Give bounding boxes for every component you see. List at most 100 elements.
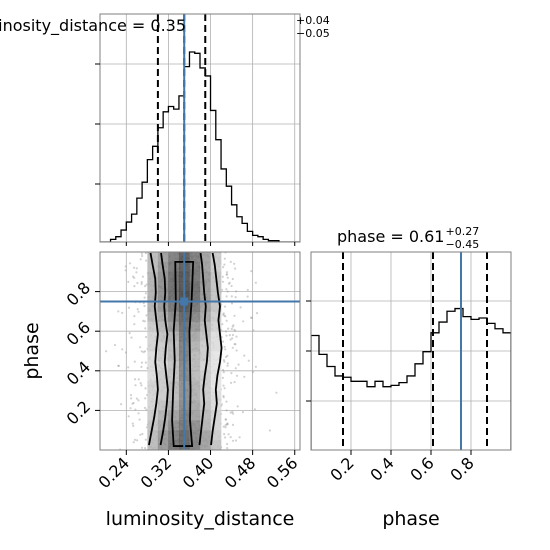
density-cell xyxy=(210,440,222,450)
density-cell xyxy=(147,252,159,263)
density-cell xyxy=(168,420,180,431)
density-cell xyxy=(210,311,222,322)
scatter-point xyxy=(230,381,233,384)
phase-xtick-label-2: 0.6 xyxy=(406,453,437,484)
density-cell xyxy=(157,410,169,421)
density-cell xyxy=(168,252,180,263)
scatter-point xyxy=(254,281,257,284)
density-cell xyxy=(189,430,201,441)
scatter-point xyxy=(226,354,229,357)
scatter-point xyxy=(230,295,233,298)
density-cell xyxy=(200,440,211,450)
scatter-point xyxy=(226,422,229,425)
scatter-point xyxy=(143,304,146,308)
density-cell xyxy=(189,321,201,332)
scatter-point xyxy=(231,337,234,340)
scatter-point xyxy=(231,277,234,281)
joint-xtick-label-3: 0.48 xyxy=(221,453,260,492)
scatter-point xyxy=(144,292,147,295)
scatter-point xyxy=(141,432,144,436)
scatter-point xyxy=(234,267,237,270)
scatter-point xyxy=(140,281,143,284)
density-cell xyxy=(157,321,169,332)
scatter-point xyxy=(135,267,138,270)
scatter-point xyxy=(128,332,131,335)
density-cell xyxy=(168,291,180,302)
density-cell xyxy=(147,380,159,391)
scatter-point xyxy=(224,418,227,421)
density-cell xyxy=(189,390,201,401)
scatter-point xyxy=(124,269,127,272)
scatter-point xyxy=(133,285,136,288)
scatter-point xyxy=(131,402,134,405)
scatter-point xyxy=(254,365,257,368)
scatter-point xyxy=(222,396,225,399)
density-cell xyxy=(157,400,169,411)
scatter-point xyxy=(229,436,232,439)
scatter-point xyxy=(229,260,232,263)
scatter-point xyxy=(138,418,141,421)
scatter-point xyxy=(234,329,237,332)
scatter-point xyxy=(224,330,228,333)
scatter-point xyxy=(227,282,231,285)
phase-xlabel: phase xyxy=(382,508,439,530)
joint-truth-marker xyxy=(180,297,189,306)
scatter-point xyxy=(143,350,147,353)
scatter-point xyxy=(223,360,226,363)
scatter-point xyxy=(226,364,229,367)
scatter-point xyxy=(222,359,225,362)
scatter-point xyxy=(127,280,130,283)
scatter-point xyxy=(144,327,147,330)
scatter-point xyxy=(231,346,234,349)
scatter-point xyxy=(226,442,229,446)
scatter-point xyxy=(222,312,225,315)
scatter-point xyxy=(144,438,147,441)
density-cell xyxy=(200,390,211,401)
scatter-point xyxy=(224,424,227,427)
scatter-point xyxy=(231,439,235,442)
joint-ytick-label-2: 0.6 xyxy=(63,318,94,349)
joint-frame xyxy=(99,251,301,451)
density-cell xyxy=(210,370,222,381)
scatter-point xyxy=(231,325,234,328)
density-cell xyxy=(147,370,159,381)
density-cell xyxy=(147,360,159,372)
scatter-point xyxy=(223,257,226,260)
contour-line-2 xyxy=(198,252,209,446)
scatter-point xyxy=(144,447,147,450)
density-cell xyxy=(157,351,169,362)
density-cell xyxy=(147,400,159,411)
scatter-point xyxy=(251,370,255,374)
joint-ytick-label-0: 0.2 xyxy=(63,397,94,428)
density-cell xyxy=(189,331,201,342)
density-cell xyxy=(189,351,201,362)
scatter-point xyxy=(133,438,137,441)
joint-ytick-label-1: 0.4 xyxy=(63,357,94,388)
scatter-point xyxy=(143,406,147,409)
scatter-point xyxy=(145,335,148,339)
scatter-point xyxy=(249,316,253,319)
joint-xtick-label-0: 0.24 xyxy=(95,453,134,492)
scatter-point xyxy=(134,408,137,411)
scatter-point xyxy=(139,433,142,436)
scatter-point xyxy=(142,351,145,354)
scatter-point xyxy=(136,439,139,442)
scatter-point xyxy=(226,423,229,426)
scatter-point xyxy=(136,308,139,311)
scatter-point xyxy=(140,361,143,364)
scatter-point xyxy=(239,306,242,309)
density-cell xyxy=(157,271,169,282)
scatter-point xyxy=(221,280,225,283)
scatter-point xyxy=(145,314,148,317)
density-cell xyxy=(157,331,169,342)
scatter-point xyxy=(224,315,227,318)
lumdist-hist-frame xyxy=(99,13,301,243)
density-cell xyxy=(200,261,211,273)
density-cell xyxy=(189,420,201,431)
panel-joint-distance-phase: 0.24 0.32 0.40 0.48 0.56 0.2 0.4 0.6 0.8 luminosi… xyxy=(21,251,302,530)
scatter-point xyxy=(132,401,135,405)
scatter-point xyxy=(132,275,135,278)
density-cell xyxy=(189,341,201,352)
scatter-point xyxy=(135,271,138,274)
density-cell xyxy=(210,281,222,292)
